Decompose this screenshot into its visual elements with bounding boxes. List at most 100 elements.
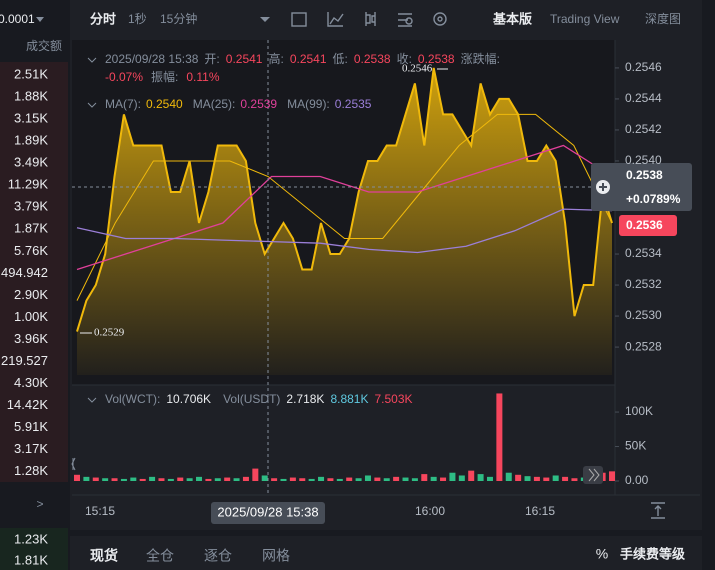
volume-bar (486, 476, 493, 481)
toolbar-icons (291, 12, 665, 519)
volume-bar (233, 478, 240, 481)
volume-bar (562, 476, 569, 481)
last-price: 0.2538 (626, 168, 663, 182)
last-change: +0.0789% (626, 192, 681, 206)
view-tab[interactable]: 基本版 (492, 11, 532, 26)
last-price-box (591, 163, 692, 211)
volume-bar (609, 471, 615, 481)
sell-row: 3.79K (14, 199, 48, 214)
volume-bar (524, 476, 531, 481)
sell-row: 219.527 (1, 353, 48, 368)
sell-row: 1.87K (14, 221, 48, 236)
timeframe-tab[interactable]: 15分钟 (160, 11, 197, 26)
time-label: 15:15 (85, 504, 115, 518)
tick-size[interactable]: 0.0001 (0, 12, 35, 26)
sell-row: 3.49K (14, 155, 48, 170)
ohlc-low: 0.2538 (354, 52, 391, 66)
volume-bar (252, 468, 259, 481)
volume-bar (74, 474, 80, 481)
sell-row: 1.00K (14, 309, 48, 324)
vol-tick-label: 0.00 (625, 473, 649, 487)
icon-hex[interactable] (433, 12, 447, 26)
volume-bar (374, 477, 381, 481)
icon-draw[interactable] (327, 12, 344, 27)
y-tick-label: 0.2540 (625, 153, 662, 167)
timeframe-tab[interactable]: 1秒 (128, 12, 147, 26)
trade-tab[interactable]: 网格 (262, 548, 290, 564)
bottom-panel (70, 536, 702, 570)
time-label: 16:15 (525, 504, 555, 518)
ohlc-change-label: 涨跌幅: (461, 51, 500, 66)
collapse-icon[interactable] (87, 57, 97, 63)
volume-bar (308, 478, 315, 481)
icon-dot (405, 17, 413, 25)
view-tab[interactable]: 深度图 (645, 11, 681, 26)
volume-bar (421, 474, 428, 481)
dropdown-icon[interactable] (260, 17, 270, 22)
price-area (77, 67, 612, 376)
volume-bar (533, 476, 540, 481)
vol-collapse[interactable] (87, 397, 97, 403)
sell-row: 14.42K (7, 397, 49, 412)
y-tick-label: 0.2532 (625, 277, 662, 291)
current-price-box (619, 215, 677, 236)
vol-legend-v2: 2.718K (286, 392, 324, 406)
icon-scale[interactable] (651, 502, 665, 519)
collapse-icon[interactable] (87, 102, 97, 108)
volume-bar (139, 478, 146, 481)
scroll-right-bg[interactable] (583, 466, 603, 484)
scroll-left[interactable] (71, 457, 76, 471)
trade-tab[interactable]: 现货 (90, 548, 118, 564)
ma-name: MA(99): (287, 97, 330, 111)
y-tick-label: 0.2544 (625, 91, 662, 105)
volume-bar (120, 478, 127, 481)
volume-bar (261, 475, 268, 481)
percent-icon[interactable]: % (596, 546, 608, 562)
volume-bar (149, 476, 156, 481)
volume-bar (130, 477, 137, 481)
volume-bar (496, 393, 503, 481)
volume-bar (477, 474, 484, 481)
timeframe-tab[interactable]: 分时 (90, 11, 116, 26)
trade-tab[interactable]: 逐仓 (204, 548, 232, 564)
icon-indicator[interactable] (291, 12, 307, 27)
ohlc-open: 0.2541 (226, 52, 263, 66)
dropdown-icon[interactable] (36, 17, 44, 22)
current-price: 0.2536 (626, 218, 663, 232)
fee-level[interactable]: 手续费等级 (620, 546, 686, 561)
volume-bar (318, 476, 325, 481)
sell-row: 5.91K (14, 419, 48, 434)
volume-bar (111, 478, 118, 481)
volume-bar (402, 477, 409, 481)
volume-bar (411, 478, 418, 481)
vol-legend-v1: 10.706K (166, 392, 211, 406)
sell-row: 3.17K (14, 441, 48, 456)
ohlc-high: 0.2541 (290, 52, 327, 66)
volume-bar (327, 478, 334, 481)
volume-bar (205, 478, 212, 481)
ma-line (76, 113, 613, 301)
sell-row: 1.28K (14, 463, 48, 478)
more[interactable]: > (36, 497, 43, 511)
volume-bar (468, 470, 475, 481)
trade-tab[interactable]: 全仓 (146, 548, 174, 564)
vol-tick-label: 50K (625, 439, 646, 453)
icon-candle[interactable] (365, 12, 376, 26)
scroll-right[interactable] (588, 468, 600, 482)
volume-bar (458, 475, 465, 481)
column-header: 成交额 (26, 38, 62, 53)
sell-row: 2.51K (14, 66, 48, 81)
buy-row: 1.81K (14, 552, 48, 567)
volume-bar (242, 476, 249, 481)
vol-legend-v3: 8.881K (330, 392, 368, 406)
view-tab[interactable]: Trading View (550, 12, 620, 26)
volume-bar (449, 472, 456, 481)
volume-bar (571, 478, 578, 481)
volume-bar (336, 478, 343, 481)
y-tick-label: 0.2542 (625, 122, 662, 136)
sell-row: 494.942 (1, 265, 48, 280)
volume-bar (364, 475, 371, 481)
sell-row: 2.90K (14, 287, 48, 302)
buy-rows-bg (0, 528, 68, 570)
ma-name: MA(25): (193, 97, 236, 111)
